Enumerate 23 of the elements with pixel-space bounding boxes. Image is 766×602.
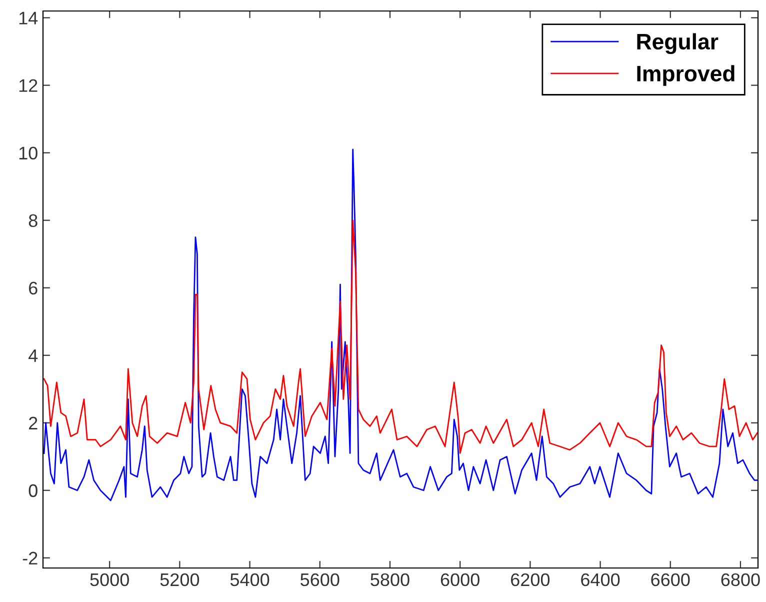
x-tick-label: 6800 — [721, 573, 760, 586]
y-tick-label: 0 — [28, 484, 38, 498]
y-tick-label: 4 — [28, 349, 38, 362]
y-tick-label: -2 — [22, 552, 38, 564]
y-tick-label: 8 — [28, 214, 38, 228]
y-tick-label: 10 — [19, 146, 38, 160]
line-series — [43, 220, 758, 454]
x-tick-label: 6600 — [651, 573, 690, 586]
y-tick-label: 12 — [19, 79, 38, 92]
x-tick-label: 5000 — [90, 573, 129, 586]
legend-label: Regular — [637, 33, 718, 54]
x-tick-label: 6400 — [581, 573, 620, 586]
y-tick-label: 2 — [29, 416, 38, 430]
y-tick-label: 6 — [29, 282, 38, 295]
line-series — [43, 148, 758, 502]
legend-label: Improved — [637, 65, 734, 86]
x-tick-label: 6000 — [440, 573, 480, 586]
x-tick-label: 5600 — [300, 573, 340, 586]
x-tick-label: 5400 — [230, 573, 270, 586]
y-tick-label: 14 — [19, 12, 38, 24]
x-tick-label: 5200 — [160, 573, 200, 586]
x-tick-label: 6200 — [511, 573, 550, 586]
x-tick-label: 5800 — [370, 573, 410, 586]
